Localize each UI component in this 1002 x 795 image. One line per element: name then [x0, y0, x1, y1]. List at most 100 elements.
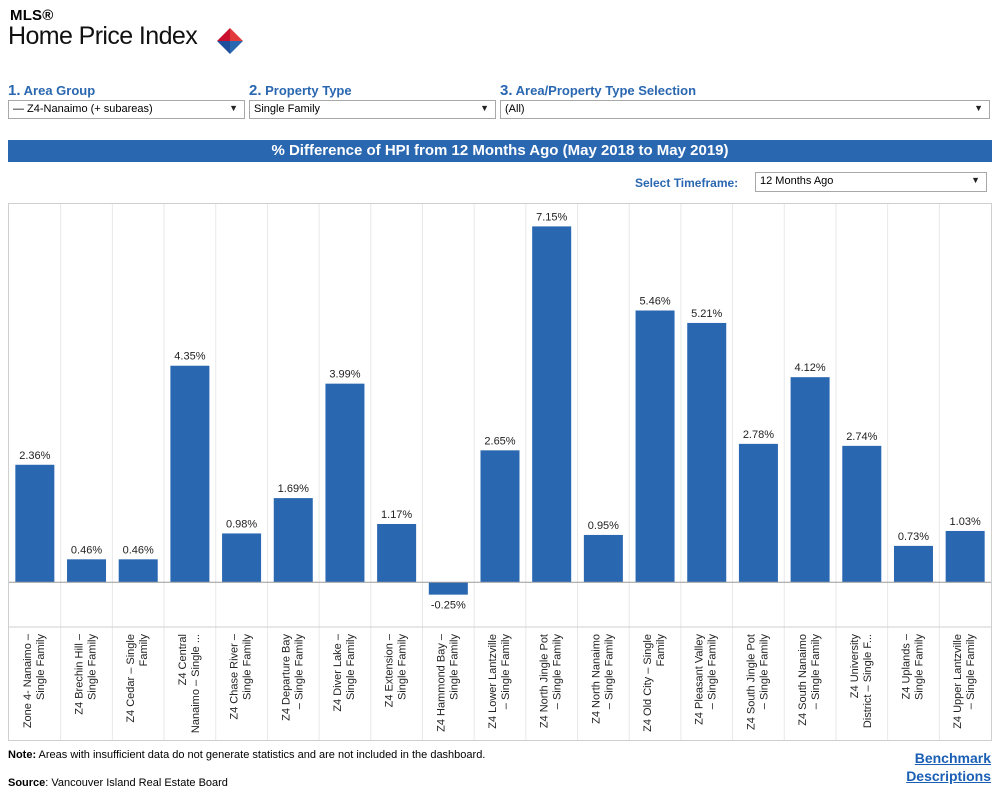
category-label: – Single Family	[552, 634, 564, 710]
category-label: Z4 North Nanaimo	[590, 634, 602, 724]
bar-data-label: 4.12%	[795, 362, 826, 374]
category-label: District – Single F...	[862, 634, 874, 728]
bar-data-label: 1.03%	[950, 516, 981, 528]
chart-bar[interactable]	[67, 559, 107, 583]
chart-bar[interactable]	[790, 377, 830, 583]
category-label: Family	[138, 634, 150, 667]
chart-bar[interactable]	[893, 545, 933, 583]
chart-bar[interactable]	[377, 523, 417, 583]
hpi-bar-chart: 2.36% Zone 4- Nanaimo – Single Family 0.46%…	[8, 203, 992, 741]
area-group-value: — Z4-Nanaimo (+ subareas)	[13, 103, 153, 115]
chart-bar[interactable]	[842, 445, 882, 583]
category-label: Z4 Diver Lake –	[332, 633, 344, 712]
chart-bar[interactable]	[15, 464, 55, 583]
category-label: Z4 Pleasant Valley	[694, 634, 706, 725]
category-label: Z4 Central	[177, 634, 189, 685]
filter-property-type: 2. Property Type Single Family ▼	[249, 82, 496, 119]
property-type-value: Single Family	[254, 103, 321, 115]
bar-data-label: 3.99%	[329, 369, 360, 381]
category-label: Z4 South Nanaimo	[797, 634, 809, 726]
category-label: – Single Family	[707, 634, 719, 710]
category-label: Z4 Departure Bay	[280, 634, 292, 721]
category-label: – Single Family	[500, 634, 512, 710]
category-label: Z4 University	[849, 634, 861, 699]
chart-bar[interactable]	[532, 226, 572, 583]
bar-data-label: 0.73%	[898, 531, 929, 543]
chart-bar[interactable]	[480, 450, 520, 583]
bar-data-label: 0.95%	[588, 520, 619, 532]
chart-bar[interactable]	[428, 582, 468, 595]
filter-area-group-label: 1. Area Group	[8, 82, 96, 99]
category-label: Single Family	[913, 634, 925, 701]
category-label: Zone 4- Nanaimo –	[22, 633, 34, 728]
source-label: Source	[8, 777, 46, 789]
timeframe-control: Select Timeframe: 12 Months Ago ▼	[635, 172, 987, 192]
filter-area-group: 1. Area Group — Z4-Nanaimo (+ subareas) …	[8, 82, 245, 119]
bar-data-label: 1.17%	[381, 509, 412, 521]
category-label: Nanaimo – Single ...	[190, 634, 202, 733]
bar-data-label: 2.74%	[846, 431, 877, 443]
footer-note: Note: Areas with insufficient data do no…	[8, 749, 485, 761]
category-label: Single Family	[242, 634, 254, 701]
chart-bar[interactable]	[222, 533, 262, 583]
category-label: Z4 South Jingle Pot	[745, 634, 757, 730]
logo-mark-icon	[217, 28, 243, 54]
chart-bar[interactable]	[170, 365, 210, 583]
logo-title: Home Price Index	[8, 22, 198, 50]
property-type-select[interactable]: Single Family ▼	[249, 100, 496, 119]
category-label: Z4 Chase River –	[229, 633, 241, 719]
chevron-down-icon: ▼	[229, 103, 238, 113]
bar-data-label: -0.25%	[431, 600, 466, 612]
bar-data-label: 4.35%	[174, 351, 205, 363]
area-property-select[interactable]: (All) ▼	[500, 100, 990, 119]
bar-data-label: 5.21%	[691, 308, 722, 320]
chevron-down-icon: ▼	[480, 103, 489, 113]
category-label: – Single Family	[965, 634, 977, 710]
logo-mls-text: MLS®	[10, 7, 54, 24]
chart-bar[interactable]	[635, 310, 675, 583]
bar-data-label: 2.65%	[484, 435, 515, 447]
chevron-down-icon: ▼	[971, 175, 980, 185]
chart-bar[interactable]	[945, 530, 985, 583]
chart-bar[interactable]	[738, 443, 778, 583]
benchmark-descriptions-link[interactable]: Benchmark Descriptions	[906, 749, 991, 785]
category-label: Z4 Upper Lantzville	[952, 634, 964, 729]
chart-bar[interactable]	[325, 383, 365, 583]
bar-chart-svg: 2.36%Zone 4- Nanaimo – Single Family0.46%…	[9, 204, 991, 740]
bar-data-label: 1.69%	[278, 483, 309, 495]
chart-bar[interactable]	[273, 498, 313, 583]
category-label: Single Family	[87, 634, 99, 701]
bar-data-label: 0.98%	[226, 518, 257, 530]
footer-source: Source: Vancouver Island Real Estate Boa…	[8, 777, 228, 789]
area-property-value: (All)	[505, 103, 525, 115]
chart-title-banner: % Difference of HPI from 12 Months Ago (…	[8, 140, 992, 162]
category-label: Z4 Extension –	[384, 633, 396, 707]
chevron-down-icon: ▼	[974, 103, 983, 113]
category-label: – Single Family	[603, 634, 615, 710]
category-label: Single Family	[35, 634, 47, 701]
category-label: Single Family	[345, 634, 357, 701]
category-label: Z4 Old City – Single	[642, 634, 654, 732]
category-label: Z4 Lower Lantzville	[487, 634, 499, 729]
bar-data-label: 2.78%	[743, 429, 774, 441]
category-label: Z4 Brechin Hill –	[74, 633, 86, 715]
filter-property-type-label: 2. Property Type	[249, 82, 352, 99]
filter-area-property-selection: 3. Area/Property Type Selection (All) ▼	[500, 82, 990, 119]
category-label: Single Family	[397, 634, 409, 701]
benchmark-link-line1: Benchmark	[914, 750, 991, 766]
category-label: – Single Family	[810, 634, 822, 710]
note-text: Areas with insufficient data do not gene…	[36, 749, 486, 761]
timeframe-select[interactable]: 12 Months Ago ▼	[755, 172, 987, 192]
bar-data-label: 0.46%	[123, 544, 154, 556]
mls-hpi-logo: MLS® Home Price Index	[8, 6, 248, 54]
category-label: Single Family	[448, 634, 460, 701]
chart-bar[interactable]	[118, 559, 158, 583]
category-label: Z4 North Jingle Pot	[539, 634, 551, 728]
bar-data-label: 0.46%	[71, 544, 102, 556]
area-group-select[interactable]: — Z4-Nanaimo (+ subareas) ▼	[8, 100, 245, 119]
note-label: Note:	[8, 749, 37, 761]
chart-bar[interactable]	[687, 322, 727, 583]
filter-selection-label: 3. Area/Property Type Selection	[500, 82, 697, 99]
bar-data-label: 7.15%	[536, 211, 567, 223]
chart-bar[interactable]	[583, 534, 623, 583]
